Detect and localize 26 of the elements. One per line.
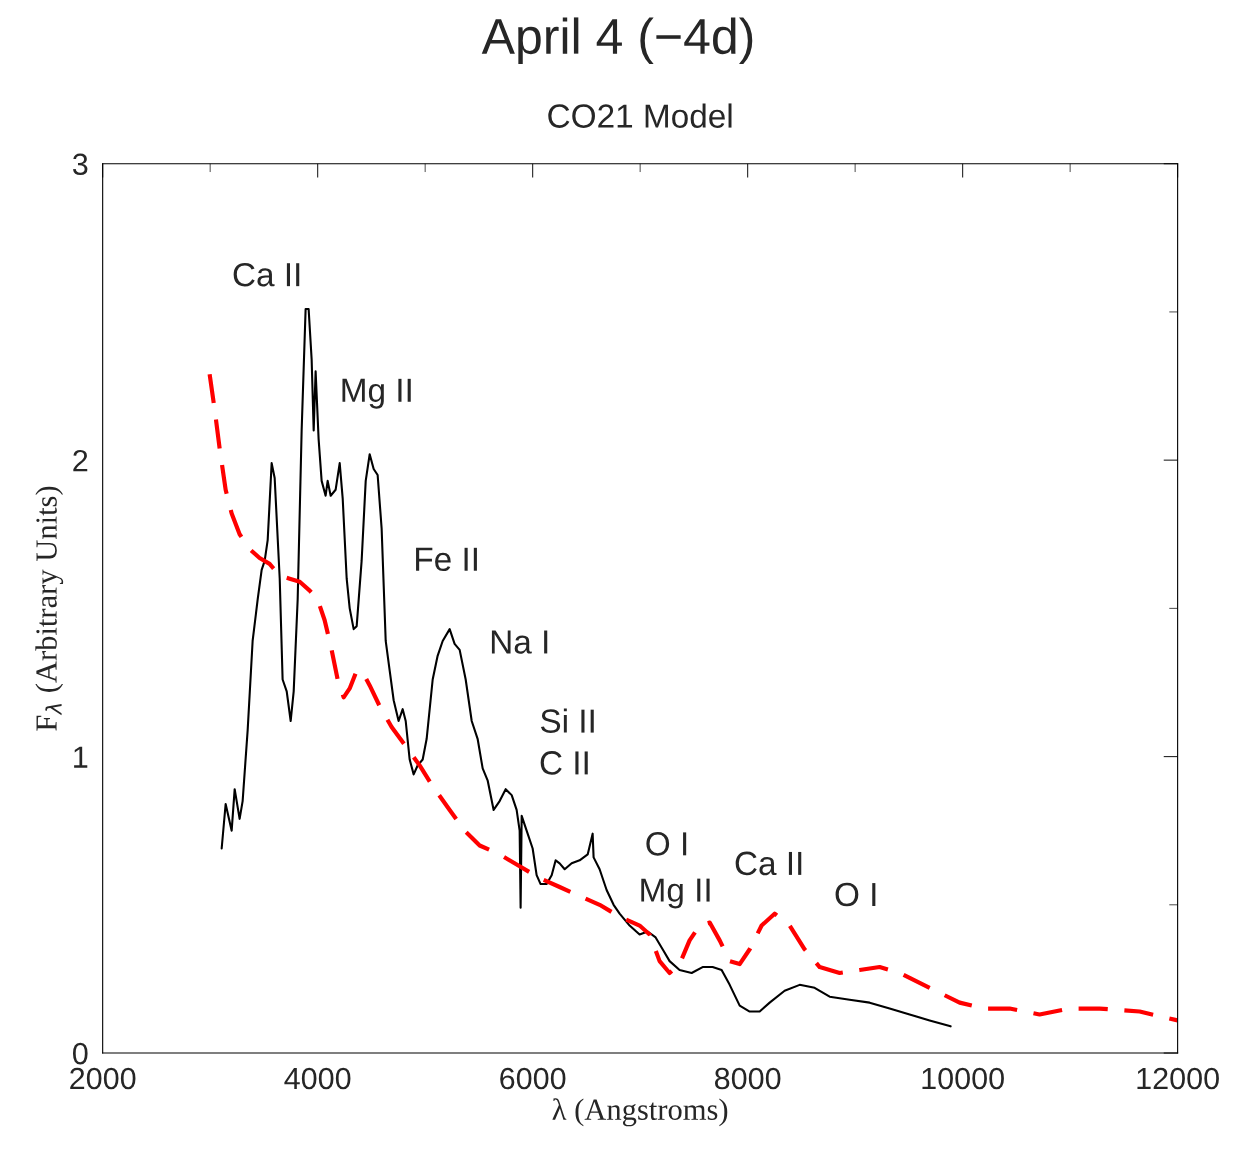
annotation: Si II [540,708,594,733]
x-tick-label: 4000 [284,1067,351,1090]
annotation: C II [540,751,588,775]
chart-subtitle: CO21 Model [548,103,732,128]
annotation: Ca II [735,851,802,876]
y-tick-label: 0 [72,1042,88,1065]
x-tick-label: 2000 [70,1067,136,1090]
y-tick-label: 2 [73,449,88,472]
annotation: Mg II [342,378,411,409]
x-tick-label: 6000 [500,1067,566,1090]
y-tick-label: 3 [72,153,88,176]
annotation: O I [835,882,876,907]
x-axis-title: λ (Angstroms) [552,1098,728,1127]
y-tick-label: 1 [74,746,88,768]
annotation: O I [646,832,687,856]
annotation: Na I [491,630,548,654]
line-series [220,307,952,1028]
x-tick-label: 12000 [1137,1067,1219,1090]
x-tick-label: 10000 [922,1067,1004,1090]
x-tick-label: 8000 [714,1067,781,1090]
y-axis-title: F$_{λ}$ (Arbitrary Units) [35,486,64,731]
line-series [207,372,1178,1023]
chart-title: April 4 (−4d) [481,17,753,65]
annotation: Mg II [641,878,710,909]
annotation: Ca II [233,262,300,287]
annotation: Fe II [416,547,477,572]
